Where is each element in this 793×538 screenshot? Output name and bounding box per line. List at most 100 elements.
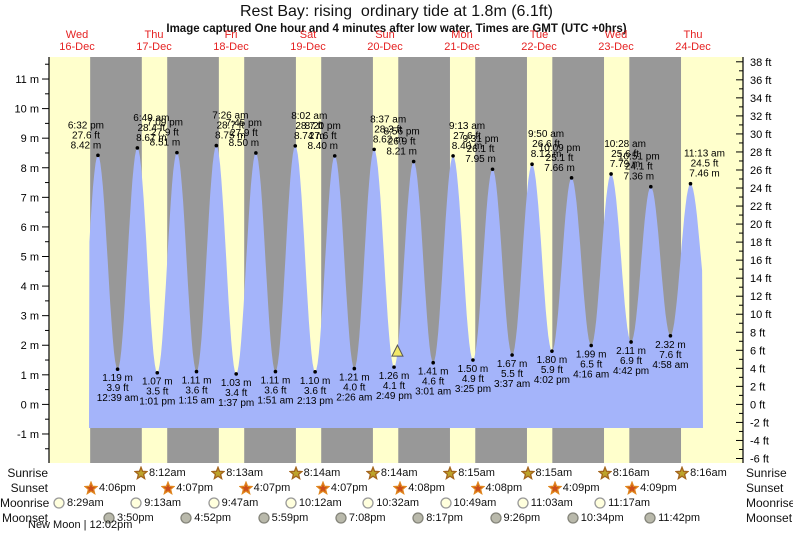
left-tick-label: 4 m xyxy=(21,281,39,293)
tide-extreme-dot xyxy=(451,154,455,158)
sunset-time: 4:07pm xyxy=(330,482,368,494)
low-tide-time: 2:49 pm xyxy=(376,391,412,402)
sunset-star xyxy=(625,481,640,495)
high-tide-meters: 8.74 m xyxy=(294,131,325,142)
high-tide-feet: 25.6 ft xyxy=(611,149,639,160)
low-tide-meters: 1.19 m xyxy=(102,373,133,384)
moonset-circle-icon xyxy=(180,512,192,524)
moonset-circle-icon xyxy=(567,512,579,524)
low-tide-meters: 1.11 m xyxy=(182,376,212,387)
tide-extreme-dot xyxy=(490,167,495,172)
row-label-sunset-right: Sunset xyxy=(746,481,784,495)
low-tide-time: 1:51 am xyxy=(257,396,293,407)
high-tide-time: 7:09 pm xyxy=(147,118,183,129)
right-tick-label: 4 ft xyxy=(750,363,765,375)
left-tick-label: 6 m xyxy=(21,222,39,234)
moonset-circle-icon xyxy=(257,512,270,524)
moonrise-entry: 11:17am xyxy=(593,496,650,510)
moonrise-circle xyxy=(439,497,452,509)
sunset-time: 4:08pm xyxy=(485,482,523,494)
right-tick-label: 8 ft xyxy=(750,327,765,339)
moonrise-circle-icon xyxy=(517,497,529,509)
high-tide-meters: 8.75 m xyxy=(215,131,246,142)
moonset-circle-icon xyxy=(644,512,656,524)
moonrise-circle xyxy=(53,497,65,509)
moonset-entry: 7:08pm xyxy=(334,511,386,525)
high-tide-meters: 7.79 m xyxy=(610,159,641,170)
low-tide-time: 4:58 am xyxy=(652,360,688,371)
high-tide-meters: 8.62 m xyxy=(373,134,404,145)
moonset-circle-icon xyxy=(412,512,424,524)
sunrise-time: 8:15am xyxy=(458,467,495,479)
low-tide-feet: 3.6 ft xyxy=(264,386,286,397)
right-tick-label: 26 ft xyxy=(750,165,771,177)
high-tide-meters: 8.42 m xyxy=(71,140,102,151)
sunset-star-icon xyxy=(84,481,98,495)
sunrise-time: 8:12am xyxy=(149,467,186,479)
right-tick-label: -2 ft xyxy=(750,417,769,429)
left-tick-label: 10 m xyxy=(15,104,39,116)
sunset-star-icon xyxy=(315,481,330,495)
low-tide-time: 1:37 pm xyxy=(218,398,254,409)
right-tick-label: 22 ft xyxy=(750,201,771,213)
right-tick-label: 0 ft xyxy=(750,399,765,411)
low-tide-time: 4:42 pm xyxy=(613,366,649,377)
low-tide-meters: 1.10 m xyxy=(300,376,331,387)
moonrise-time: 11:03am xyxy=(530,497,573,509)
moonrise-entry: 10:49am xyxy=(439,496,496,510)
sunrise-star-icon xyxy=(288,466,303,480)
sunrise-entry: 8:14am xyxy=(288,466,341,480)
sunset-entry: 4:07pm xyxy=(315,481,368,495)
high-tide-time: 7:45 pm xyxy=(226,118,262,129)
high-tide-time: 9:31 pm xyxy=(462,134,498,145)
sunrise-time: 8:13am xyxy=(226,467,263,479)
high-tide-time: 6:49 am xyxy=(133,113,169,124)
tide-extreme-dot xyxy=(649,184,653,189)
sunrise-star xyxy=(134,466,148,480)
sunset-entry: 4:08pm xyxy=(470,481,523,495)
left-tick-label: 11 m xyxy=(15,74,39,86)
low-tide-time: 3:37 am xyxy=(494,379,530,390)
high-tide-feet: 27.6 ft xyxy=(309,131,337,142)
row-label-moonset-left: Moonset xyxy=(1,511,48,525)
day-date-label: 16-Dec xyxy=(59,41,95,53)
low-tide-feet: 4.9 ft xyxy=(462,374,484,385)
day-weekday-label: Thu xyxy=(145,29,164,41)
sunset-time: 4:07pm xyxy=(253,482,291,494)
low-tide-meters: 1.99 m xyxy=(576,350,607,361)
left-tick-label: 3 m xyxy=(21,311,39,323)
moonset-circle xyxy=(412,512,424,524)
row-label-sunset-left: Sunset xyxy=(10,481,48,495)
tide-extreme-dot xyxy=(411,159,416,164)
left-tick-label: 0 m xyxy=(21,399,39,411)
right-tick-label: -4 ft xyxy=(750,435,769,447)
low-tide-feet: 4.1 ft xyxy=(383,381,405,392)
sunset-star xyxy=(470,481,485,495)
sunrise-star xyxy=(211,466,226,480)
moonrise-circle xyxy=(362,497,374,509)
tide-extreme-dot xyxy=(392,365,396,369)
sunset-star xyxy=(547,481,562,495)
tide-extreme-dot xyxy=(431,360,435,365)
moonset-time: 4:52pm xyxy=(194,512,231,524)
moonset-circle xyxy=(567,512,579,524)
low-tide-feet: 6.9 ft xyxy=(620,356,642,367)
moonrise-circle-icon xyxy=(439,497,452,509)
current-time-marker xyxy=(391,344,404,357)
sunrise-time: 8:14am xyxy=(303,467,341,479)
right-tick-label: 20 ft xyxy=(750,219,771,231)
sunset-time: 4:09pm xyxy=(640,482,677,494)
moonset-circle xyxy=(335,512,347,524)
sunrise-star-icon xyxy=(134,466,148,480)
day-date-label: 22-Dec xyxy=(521,41,557,53)
row-label-moonrise-right: Moonrise xyxy=(746,496,793,510)
low-tide-meters: 2.32 m xyxy=(655,340,686,351)
tide-extreme-dot xyxy=(135,146,140,150)
moonrise-circle xyxy=(517,497,529,509)
sunset-time: 4:06pm xyxy=(99,482,136,494)
low-tide-meters: 1.03 m xyxy=(221,378,252,389)
moonset-entry: 8:17pm xyxy=(411,511,463,525)
moonrise-circle xyxy=(594,497,606,509)
tide-extreme-dot xyxy=(688,181,693,186)
sunset-star xyxy=(393,481,408,495)
